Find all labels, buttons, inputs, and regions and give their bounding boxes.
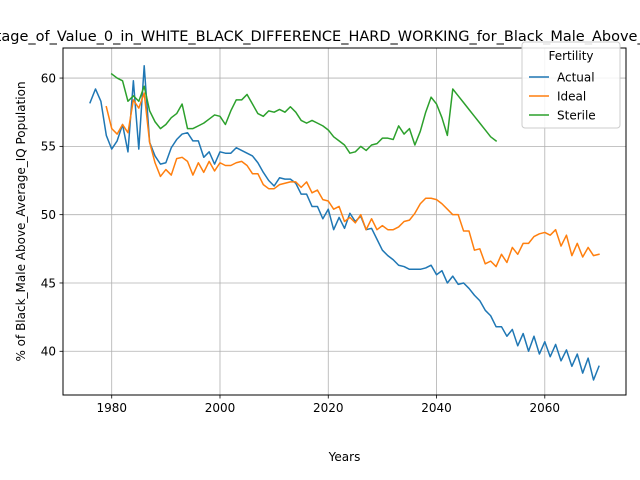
y-tick-label: 45	[41, 276, 56, 290]
legend-label-ideal: Ideal	[557, 90, 586, 104]
legend: Fertility Actual Ideal Sterile	[521, 41, 621, 129]
legend-label-sterile: Sterile	[557, 109, 596, 123]
x-tick-label: 1980	[96, 401, 127, 415]
x-tick-label: 2060	[530, 401, 561, 415]
series-line-ideal	[105, 92, 600, 268]
x-axis-ticks: 1980 2000 2020 2040 2060	[96, 395, 560, 415]
series-line-sterile	[110, 72, 498, 154]
chart-title: Percentage_of_Value_0_in_WHITE_BLACK_DIF…	[0, 29, 640, 45]
x-axis-label: Years	[328, 450, 361, 464]
legend-box	[521, 41, 621, 129]
series-lines	[89, 65, 600, 381]
legend-title: Fertility	[548, 49, 593, 63]
legend-label-actual: Actual	[557, 71, 595, 85]
series-line-actual	[89, 65, 600, 381]
y-tick-label: 60	[41, 71, 56, 85]
y-tick-label: 55	[41, 140, 56, 154]
y-tick-label: 50	[41, 208, 56, 222]
y-tick-label: 40	[41, 345, 56, 359]
x-tick-label: 2020	[313, 401, 344, 415]
y-axis-label: % of Black_Male Above_Average_IQ Populat…	[14, 81, 28, 361]
plot-frame	[62, 47, 627, 396]
x-tick-label: 2000	[205, 401, 236, 415]
x-tick-label: 2040	[421, 401, 452, 415]
y-axis-ticks: 40 45 50 55 60	[41, 71, 63, 359]
